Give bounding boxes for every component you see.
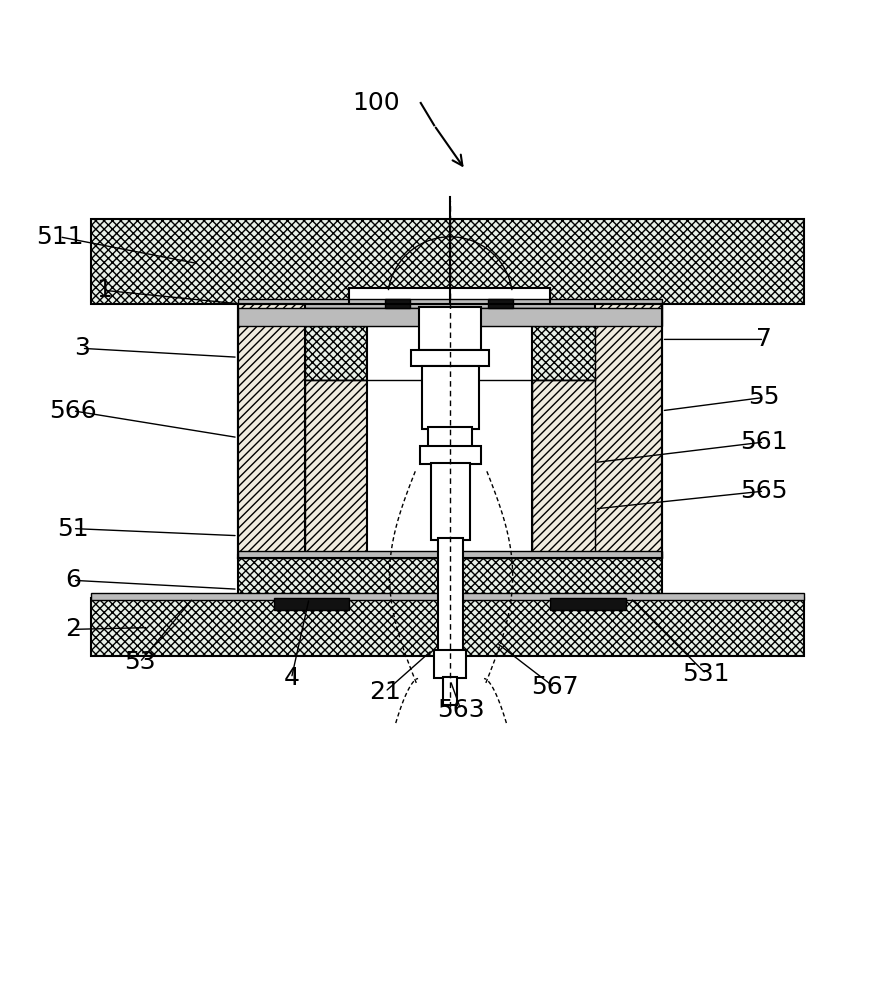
Text: 2: 2: [64, 617, 80, 641]
Text: 561: 561: [739, 430, 788, 454]
Text: 21: 21: [368, 680, 401, 704]
Text: 563: 563: [436, 698, 485, 722]
Bar: [421, 366, 478, 429]
Text: 567: 567: [530, 675, 578, 699]
Bar: [437, 538, 462, 652]
Text: 53: 53: [123, 650, 156, 674]
Bar: [349, 288, 550, 304]
Bar: [410, 350, 489, 366]
Text: 55: 55: [747, 385, 779, 409]
Bar: [443, 677, 457, 705]
Text: 6: 6: [64, 568, 80, 592]
Bar: [419, 446, 480, 464]
Bar: [304, 380, 367, 558]
Text: 531: 531: [682, 662, 730, 686]
Bar: [90, 219, 804, 304]
Text: 565: 565: [739, 479, 787, 503]
Bar: [550, 598, 625, 610]
Bar: [238, 551, 661, 558]
Bar: [274, 598, 349, 610]
Text: 566: 566: [49, 399, 97, 423]
Bar: [90, 593, 804, 600]
Text: 511: 511: [36, 225, 83, 249]
Bar: [384, 299, 409, 308]
Text: 7: 7: [755, 327, 772, 351]
Bar: [238, 555, 661, 598]
Bar: [367, 326, 532, 558]
Bar: [304, 326, 594, 380]
Bar: [434, 650, 466, 678]
Text: 100: 100: [352, 91, 400, 115]
Text: 51: 51: [57, 517, 89, 541]
Bar: [487, 299, 512, 308]
Bar: [427, 427, 472, 448]
Text: 4: 4: [283, 666, 299, 690]
Bar: [238, 304, 304, 558]
Text: 1: 1: [96, 278, 112, 302]
Bar: [238, 299, 661, 308]
Bar: [430, 463, 469, 540]
Bar: [418, 307, 481, 350]
Bar: [594, 304, 661, 558]
Bar: [532, 380, 594, 558]
Bar: [238, 308, 661, 326]
Text: 3: 3: [73, 336, 89, 360]
Bar: [90, 598, 804, 656]
